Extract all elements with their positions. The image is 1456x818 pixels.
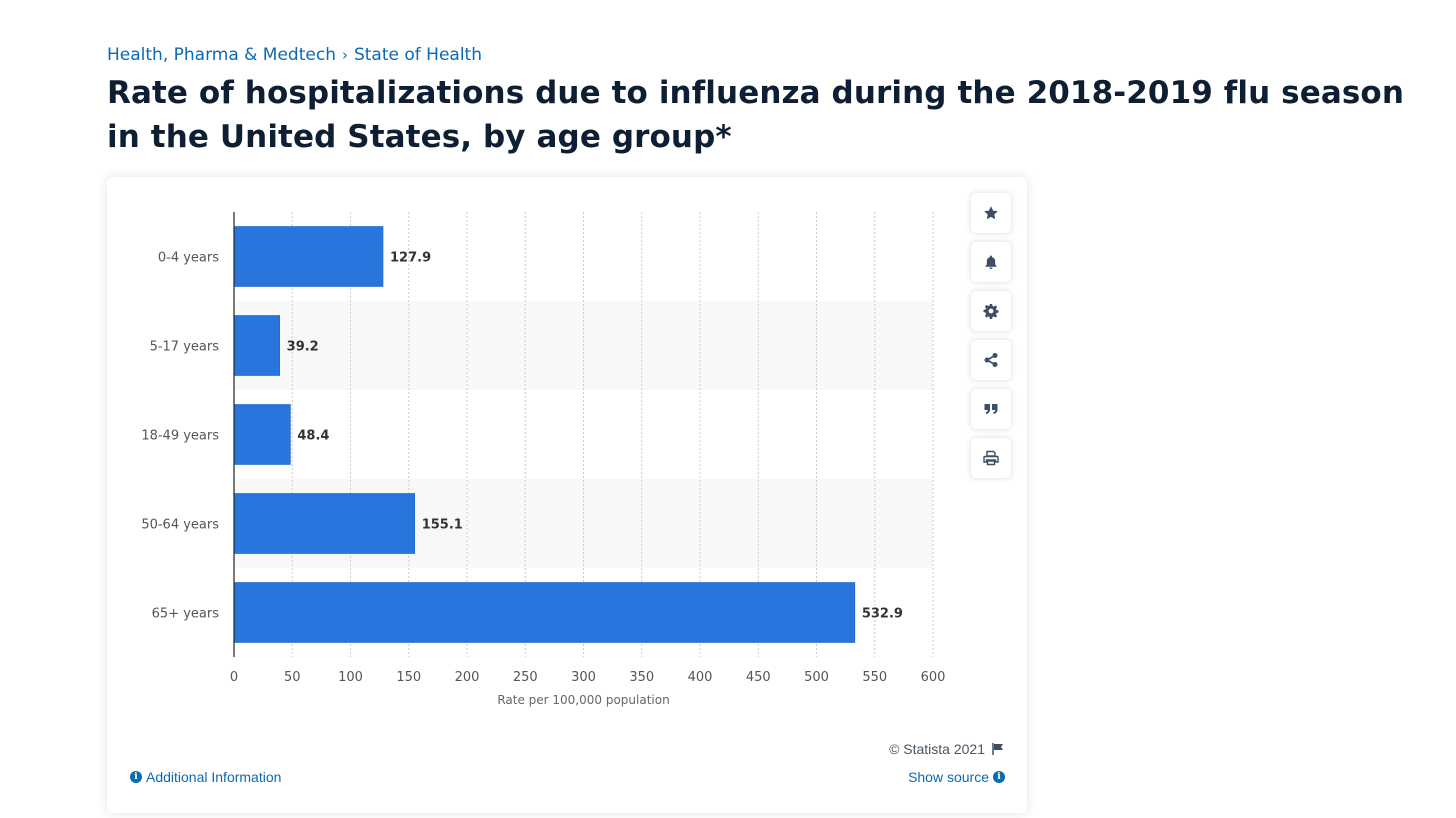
category-label: 0-4 years bbox=[158, 251, 219, 266]
copyright-text: © Statista 2021 bbox=[889, 741, 985, 757]
info-icon: i bbox=[130, 771, 142, 783]
print-button[interactable] bbox=[971, 438, 1011, 478]
x-tick-label: 450 bbox=[746, 670, 771, 685]
x-tick-label: 100 bbox=[338, 670, 363, 685]
x-tick-label: 200 bbox=[455, 670, 480, 685]
x-tick-label: 600 bbox=[921, 670, 946, 685]
notification-button[interactable] bbox=[971, 242, 1011, 282]
breadcrumb-item-health[interactable]: Health, Pharma & Medtech bbox=[107, 45, 336, 65]
print-icon bbox=[983, 450, 999, 466]
x-tick-label: 250 bbox=[513, 670, 538, 685]
page-title: Rate of hospitalizations due to influenz… bbox=[107, 75, 1404, 155]
x-tick-label: 550 bbox=[862, 670, 887, 685]
x-tick-label: 500 bbox=[804, 670, 829, 685]
additional-information-link[interactable]: i Additional Information bbox=[130, 769, 281, 785]
data-label: 532.9 bbox=[862, 607, 903, 622]
data-label: 39.2 bbox=[287, 340, 319, 355]
show-source-link[interactable]: Show source i bbox=[908, 769, 1005, 785]
x-tick-label: 300 bbox=[571, 670, 596, 685]
bell-icon bbox=[985, 255, 997, 269]
category-label: 5-17 years bbox=[150, 340, 220, 355]
chart-toolbar bbox=[971, 193, 1013, 478]
cite-button[interactable] bbox=[971, 389, 1011, 429]
data-label: 127.9 bbox=[390, 251, 431, 266]
share-button[interactable] bbox=[971, 340, 1011, 380]
additional-information-label: Additional Information bbox=[146, 769, 282, 785]
share-icon bbox=[984, 353, 998, 367]
category-label: 65+ years bbox=[152, 607, 220, 622]
copyright: © Statista 2021 bbox=[889, 741, 1005, 757]
x-tick-label: 0 bbox=[230, 670, 238, 685]
bar-50-64-years[interactable] bbox=[233, 493, 415, 554]
star-icon bbox=[984, 206, 998, 220]
favorite-button[interactable] bbox=[971, 193, 1011, 233]
bar-5-17-years[interactable] bbox=[233, 315, 280, 376]
breadcrumb-item-state-of-health[interactable]: State of Health bbox=[353, 45, 482, 65]
x-tick-label: 350 bbox=[629, 670, 654, 685]
category-label: 18-49 years bbox=[141, 429, 219, 444]
x-tick-label: 400 bbox=[688, 670, 713, 685]
bar-65-years[interactable] bbox=[233, 582, 856, 643]
x-axis-title: Rate per 100,000 population bbox=[497, 693, 669, 707]
data-label: 155.1 bbox=[422, 518, 463, 533]
bar-18-49-years[interactable] bbox=[233, 404, 291, 465]
bar-chart: 127.9 0-4 years 39.2 5-17 years 48.4 18-49 ye… bbox=[141, 212, 946, 707]
bar-0-4-years[interactable] bbox=[233, 226, 384, 287]
chart-card: 127.9 0-4 years 39.2 5-17 years 48.4 18-49 ye… bbox=[107, 177, 1027, 813]
data-label: 48.4 bbox=[297, 429, 329, 444]
category-label: 50-64 years bbox=[141, 518, 219, 533]
gear-icon bbox=[983, 304, 999, 319]
settings-button[interactable] bbox=[971, 291, 1011, 331]
x-tick-label: 50 bbox=[284, 670, 301, 685]
show-source-label: Show source bbox=[908, 769, 989, 785]
x-tick-label: 150 bbox=[396, 670, 421, 685]
flag-icon[interactable] bbox=[991, 742, 1005, 756]
breadcrumb-separator: › bbox=[341, 46, 348, 64]
breadcrumb: Health, Pharma & Medtech › State of Health bbox=[107, 45, 482, 65]
quote-icon bbox=[984, 404, 998, 414]
info-icon: i bbox=[993, 771, 1005, 783]
